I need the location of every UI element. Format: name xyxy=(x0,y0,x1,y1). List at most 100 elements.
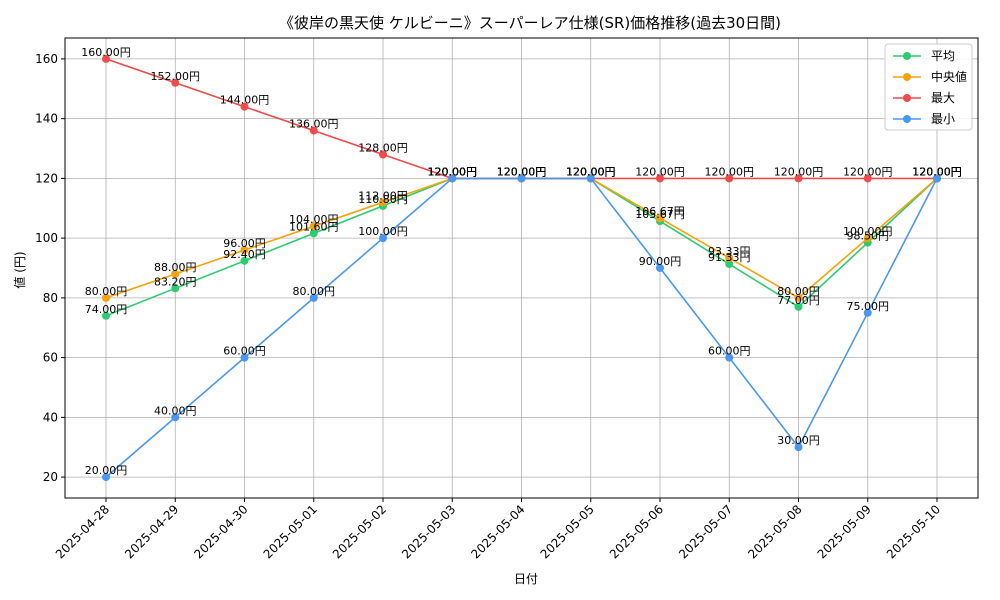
data-point xyxy=(794,443,803,452)
data-label: 105.67円 xyxy=(635,208,685,221)
x-axis-label: 日付 xyxy=(514,572,538,586)
data-label: 83.20円 xyxy=(154,275,197,288)
data-label: 20.00円 xyxy=(85,464,128,477)
data-point xyxy=(309,222,318,231)
data-label: 92.40円 xyxy=(223,248,266,261)
data-label: 120.00円 xyxy=(566,165,616,178)
legend-label: 最小 xyxy=(931,112,955,126)
legend-label: 中央値 xyxy=(931,69,967,84)
y-tick-label: 80 xyxy=(43,291,58,305)
data-label: 100.00円 xyxy=(358,225,408,238)
legend-swatch-marker xyxy=(903,94,911,102)
data-label: 77.00円 xyxy=(777,294,820,307)
data-label: 90.00円 xyxy=(639,255,682,268)
data-point xyxy=(725,260,734,269)
legend-label: 最大 xyxy=(931,91,955,105)
data-label: 40.00円 xyxy=(154,404,197,417)
data-point xyxy=(656,264,664,272)
data-label: 120.00円 xyxy=(428,165,478,178)
data-label: 144.00円 xyxy=(220,94,270,107)
data-point xyxy=(102,473,110,482)
data-point xyxy=(309,293,318,302)
legend-item: 平均 xyxy=(893,49,955,63)
data-label: 30.00円 xyxy=(777,434,820,447)
data-point xyxy=(656,174,664,183)
data-label: 100.00円 xyxy=(843,225,893,238)
data-label: 106.67円 xyxy=(635,205,685,218)
data-point xyxy=(794,174,803,183)
data-label: 93.33円 xyxy=(708,245,751,258)
data-label: 98.50円 xyxy=(847,230,890,243)
data-label: 120.00円 xyxy=(774,165,824,178)
data-label: 80.00円 xyxy=(293,285,336,298)
y-tick-label: 140 xyxy=(35,112,58,126)
data-label: 80.00円 xyxy=(777,285,820,298)
data-label: 120.00円 xyxy=(428,165,478,178)
data-label: 120.00円 xyxy=(705,165,755,178)
data-label: 120.00円 xyxy=(497,165,547,178)
data-point xyxy=(794,302,803,311)
data-label: 74.00円 xyxy=(85,303,128,316)
legend-label: 平均 xyxy=(931,49,955,63)
legend-swatch-marker xyxy=(903,115,911,123)
data-point xyxy=(240,246,249,255)
data-label: 136.00円 xyxy=(289,118,339,131)
data-point xyxy=(171,78,180,87)
data-point xyxy=(863,308,872,317)
legend-swatch-marker xyxy=(903,73,911,81)
data-point xyxy=(586,174,595,183)
data-point xyxy=(656,214,664,223)
data-point xyxy=(933,174,941,183)
data-point xyxy=(725,353,734,362)
data-label: 104.00円 xyxy=(289,213,339,226)
data-label: 152.00円 xyxy=(151,70,201,83)
legend-item: 最大 xyxy=(893,91,955,105)
data-label: 80.00円 xyxy=(85,285,128,298)
data-point xyxy=(448,174,457,183)
data-label: 120.00円 xyxy=(497,165,547,178)
y-tick-label: 120 xyxy=(35,171,58,185)
data-point xyxy=(725,254,734,263)
data-label: 120.00円 xyxy=(912,165,962,178)
data-point xyxy=(379,198,387,207)
data-label: 75.00円 xyxy=(847,300,890,313)
y-tick-label: 60 xyxy=(43,351,58,365)
data-label: 120.00円 xyxy=(428,165,478,178)
legend-item: 中央値 xyxy=(893,69,967,84)
legend-box xyxy=(884,43,973,131)
data-label: 128.00円 xyxy=(358,141,408,154)
data-label: 112.00円 xyxy=(358,189,408,202)
series-3 xyxy=(102,174,941,482)
data-label: 120.00円 xyxy=(912,165,962,178)
data-label: 120.00円 xyxy=(566,165,616,178)
data-label: 120.00円 xyxy=(566,165,616,178)
data-label: 160.00円 xyxy=(81,46,131,59)
data-label: 96.00円 xyxy=(223,237,266,250)
series-group xyxy=(102,54,941,482)
data-label: 101.60円 xyxy=(289,220,339,233)
data-label: 120.00円 xyxy=(843,165,893,178)
data-point xyxy=(379,234,387,243)
data-point xyxy=(794,293,803,302)
data-point xyxy=(517,174,526,183)
y-tick-label: 40 xyxy=(43,410,58,424)
data-point xyxy=(240,353,249,362)
data-label: 120.00円 xyxy=(566,165,616,178)
data-label: 120.00円 xyxy=(497,165,547,178)
data-label: 60.00円 xyxy=(223,345,266,358)
data-label: 60.00円 xyxy=(708,345,751,358)
data-point xyxy=(240,102,249,111)
data-point xyxy=(171,269,180,278)
data-point xyxy=(379,150,387,159)
data-point xyxy=(102,311,110,320)
data-point xyxy=(863,234,872,243)
y-tick-label: 20 xyxy=(43,470,58,484)
data-label: 120.00円 xyxy=(635,165,685,178)
data-point xyxy=(863,174,872,183)
data-point xyxy=(725,174,734,183)
data-label: 120.00円 xyxy=(912,165,962,178)
legend-item: 最小 xyxy=(893,112,955,126)
